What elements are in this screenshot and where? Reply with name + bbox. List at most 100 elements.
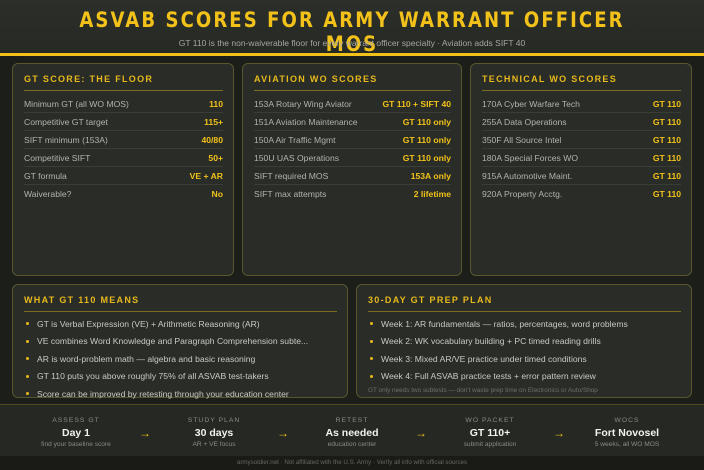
table-row: 915A Automotive Maint. GT 110 [482,167,681,185]
arrow-right-icon: → [415,426,427,440]
row-label: 920A Property Acctg. [482,189,563,199]
row-value: GT 110 [652,170,681,181]
divider [24,90,223,91]
table-row: Waiverable? No [24,185,223,203]
score-table: 170A Cyber Warfare Tech GT 110 255A Data … [482,95,681,203]
table-row: GT formula VE + AR [24,167,223,185]
row-label: 150U UAS Operations [254,152,340,163]
step-sub: find your baseline score [41,441,111,448]
step-value: 30 days [194,427,234,439]
table-row: Competitive SIFT 50+ [24,149,223,167]
row-value: GT 110 + SIFT 40 [382,98,451,109]
row-value: GT 110 [652,189,681,199]
row-label: Competitive SIFT [24,152,91,163]
timeline-flow: ASSESS GT Day 1 find your baseline score… [0,404,704,456]
step-label: RETEST [335,417,369,424]
header: ASVAB SCORES FOR ARMY WARRANT OFFICER MO… [0,0,704,56]
row-value: VE + AR [189,170,223,181]
table-row: 170A Cyber Warfare Tech GT 110 [482,95,681,113]
row-label: Competitive GT target [24,116,108,127]
list-item-text: Week 1: AR fundamentals — ratios, percen… [381,318,628,329]
arrow-right-icon: → [277,426,289,440]
row-label: GT formula [24,170,67,181]
panel-title: GT SCORE: THE FLOOR [24,74,154,84]
bullet-list: GT is Verbal Expression (VE) + Arithmeti… [24,315,337,403]
row-value: No [211,189,223,199]
list-item: GT is Verbal Expression (VE) + Arithmeti… [24,315,337,333]
panel-gt-floor: GT SCORE: THE FLOOR Minimum GT (all WO M… [12,63,234,276]
panel-aviation: AVIATION WO SCORES 153A Rotary Wing Avia… [242,63,462,276]
divider [368,311,681,312]
arrow-right-icon: → [553,426,565,440]
panel-title: TECHNICAL WO SCORES [482,74,618,84]
header-divider [0,53,704,56]
list-item-text: AR is word-problem math — algebra and ba… [37,353,256,364]
row-label: 350F All Source Intel [482,134,562,145]
step-sub: submit application [463,441,517,448]
row-value: 153A only [410,170,451,181]
row-value: 50+ [208,152,223,163]
row-value: GT 110 only [402,134,451,145]
row-value: GT 110 only [402,152,451,163]
list-item: Score can be improved by retesting throu… [24,385,337,403]
page-subtitle: GT 110 is the non-waiverable floor for e… [178,38,526,48]
footer-disclaimer: armysoldier.net · Not affiliated with th… [0,456,704,470]
step-value: Day 1 [61,427,91,439]
bullet-icon [26,339,29,343]
list-item-text: Week 4: Full ASVAB practice tests + erro… [381,371,596,382]
step-sub: 5 weeks, all WO MOS [594,441,660,448]
bullet-icon [26,357,29,361]
step-value: As needed [325,427,379,439]
footnote: GT only needs two subtests — don't waste… [368,387,598,394]
row-value: GT 110 only [402,116,451,127]
list-item: VE combines Word Knowledge and Paragraph… [24,333,337,351]
step-label: WO PACKET [465,417,515,424]
divider [254,90,451,91]
step-label: WOCS [614,417,640,424]
table-row: 255A Data Operations GT 110 [482,113,681,131]
divider [24,311,337,312]
step-value: GT 110+ [469,427,511,439]
table-row: 151A Aviation Maintenance GT 110 only [254,113,451,131]
row-label: 170A Cyber Warfare Tech [482,98,580,109]
arrow-right-icon: → [139,426,151,440]
row-label: SIFT max attempts [254,189,327,199]
step-label: STUDY PLAN [187,417,241,424]
panel-title: 30-DAY GT PREP PLAN [368,295,493,305]
row-label: 153A Rotary Wing Aviator [254,98,352,109]
row-label: Minimum GT (all WO MOS) [24,98,129,109]
panel-technical: TECHNICAL WO SCORES 170A Cyber Warfare T… [470,63,692,276]
list-item-text: VE combines Word Knowledge and Paragraph… [37,336,309,347]
row-label: 150A Air Traffic Mgmt [254,134,336,145]
row-value: GT 110 [652,116,681,127]
step-label: ASSESS GT [52,417,100,424]
row-value: 40/80 [201,134,223,145]
list-item-text: GT 110 puts you above roughly 75% of all… [37,371,269,382]
page-title: ASVAB SCORES FOR ARMY WARRANT OFFICER MO… [79,8,625,56]
row-value: 110 [209,98,223,109]
list-item: Week 2: WK vocabulary building + PC time… [368,333,681,351]
divider [482,90,681,91]
bullet-icon [370,322,373,326]
table-row: Minimum GT (all WO MOS) 110 [24,95,223,113]
row-label: 915A Automotive Maint. [482,170,573,181]
bullet-list: Week 1: AR fundamentals — ratios, percen… [368,315,681,385]
row-value: GT 110 [652,98,681,109]
list-item: Week 1: AR fundamentals — ratios, percen… [368,315,681,333]
table-row: 150A Air Traffic Mgmt GT 110 only [254,131,451,149]
table-row: SIFT required MOS 153A only [254,167,451,185]
table-row: 180A Special Forces WO GT 110 [482,149,681,167]
step-sub: education center [327,441,377,448]
row-label: 180A Special Forces WO [482,152,579,163]
panel-prep-plan: 30-DAY GT PREP PLAN Week 1: AR fundament… [356,284,692,398]
table-row: 153A Rotary Wing Aviator GT 110 + SIFT 40 [254,95,451,113]
bullet-icon [26,374,29,378]
table-row: SIFT max attempts 2 lifetime [254,185,451,203]
list-item-text: GT is Verbal Expression (VE) + Arithmeti… [37,318,260,329]
list-item-text: Week 3: Mixed AR/VE practice under timed… [381,353,587,364]
list-item: GT 110 puts you above roughly 75% of all… [24,368,337,386]
panel-title: WHAT GT 110 MEANS [24,295,140,305]
step-value: Fort Novosel [594,427,660,439]
row-value: GT 110 [652,152,681,163]
table-row: 350F All Source Intel GT 110 [482,131,681,149]
